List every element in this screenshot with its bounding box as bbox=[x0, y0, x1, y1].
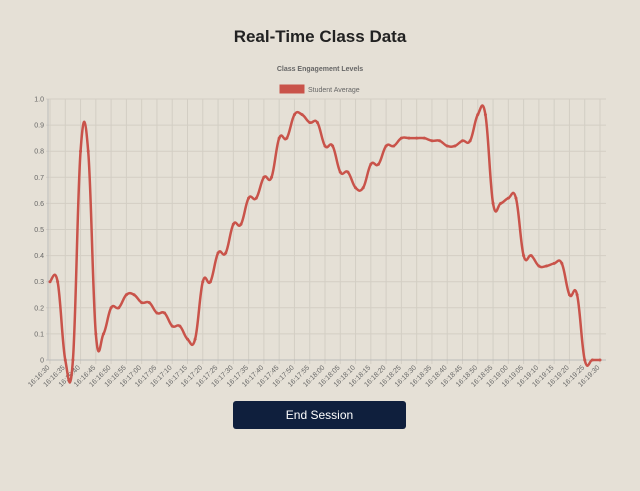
y-tick-label: 0.8 bbox=[34, 149, 44, 156]
point bbox=[308, 120, 312, 124]
y-tick-label: 1.0 bbox=[34, 97, 44, 104]
point bbox=[575, 293, 579, 297]
point bbox=[590, 358, 594, 362]
point bbox=[346, 170, 350, 174]
point bbox=[101, 332, 105, 336]
point bbox=[231, 222, 235, 226]
point bbox=[560, 261, 564, 265]
point bbox=[399, 136, 403, 140]
y-tick-label: 0.1 bbox=[34, 331, 44, 338]
point bbox=[270, 175, 274, 179]
point bbox=[361, 186, 365, 190]
point bbox=[71, 358, 75, 362]
point bbox=[514, 196, 518, 200]
point bbox=[208, 280, 212, 284]
point bbox=[300, 113, 304, 117]
point bbox=[491, 201, 495, 205]
point bbox=[147, 301, 151, 305]
point bbox=[522, 254, 526, 258]
point bbox=[529, 254, 533, 258]
y-tick-label: 0.7 bbox=[34, 175, 44, 182]
point bbox=[415, 136, 419, 140]
point bbox=[262, 175, 266, 179]
point bbox=[124, 293, 128, 297]
point bbox=[499, 201, 503, 205]
point bbox=[384, 144, 388, 148]
point bbox=[170, 324, 174, 328]
point bbox=[216, 251, 220, 255]
point bbox=[132, 293, 136, 297]
point bbox=[506, 196, 510, 200]
point bbox=[567, 293, 571, 297]
point bbox=[552, 261, 556, 265]
chart: Class Engagement Levels 0 0.1 0.2 0.3 0.4 0.5… bbox=[27, 66, 606, 389]
point bbox=[376, 162, 380, 166]
y-tick-label: 0.6 bbox=[34, 201, 44, 208]
point bbox=[583, 358, 587, 362]
point bbox=[285, 136, 289, 140]
point bbox=[109, 306, 113, 310]
point bbox=[461, 139, 464, 143]
point bbox=[338, 170, 342, 174]
legend-swatch bbox=[279, 84, 305, 94]
point bbox=[239, 222, 243, 226]
point bbox=[86, 149, 90, 153]
point bbox=[438, 139, 442, 143]
point bbox=[155, 311, 159, 315]
point bbox=[445, 144, 449, 148]
point bbox=[545, 264, 549, 268]
y-tick-label: 0.3 bbox=[34, 279, 44, 286]
point bbox=[453, 144, 457, 148]
point bbox=[331, 144, 335, 148]
line-series bbox=[48, 104, 600, 384]
point bbox=[430, 139, 434, 143]
point bbox=[323, 144, 327, 148]
point bbox=[483, 113, 487, 117]
legend-label: Student Average bbox=[308, 87, 360, 94]
y-tick-label: 0 bbox=[40, 358, 44, 365]
point bbox=[48, 280, 52, 284]
end-session-button[interactable]: End Session bbox=[233, 401, 406, 429]
point bbox=[79, 149, 83, 153]
point bbox=[254, 196, 258, 200]
point bbox=[407, 136, 411, 140]
y-tick-label: 0.9 bbox=[34, 123, 44, 130]
point bbox=[163, 311, 167, 315]
point bbox=[247, 196, 251, 200]
point bbox=[476, 113, 480, 117]
point bbox=[369, 162, 373, 166]
point bbox=[193, 337, 197, 341]
point bbox=[140, 301, 144, 305]
point bbox=[537, 264, 541, 268]
point bbox=[178, 324, 182, 328]
point bbox=[201, 280, 205, 284]
point bbox=[422, 136, 426, 140]
y-tick-label: 0.5 bbox=[34, 227, 44, 234]
point bbox=[117, 306, 121, 310]
y-tick-label: 0.2 bbox=[34, 305, 44, 312]
point bbox=[354, 186, 358, 190]
point bbox=[392, 144, 396, 148]
point bbox=[63, 358, 67, 362]
point bbox=[468, 139, 472, 143]
y-tick-label: 0.4 bbox=[34, 253, 44, 260]
point bbox=[186, 337, 189, 341]
point bbox=[292, 113, 296, 117]
point bbox=[315, 120, 319, 124]
point bbox=[598, 358, 602, 362]
point bbox=[224, 251, 228, 255]
point bbox=[94, 332, 98, 336]
page-title: Real-Time Class Data bbox=[233, 27, 407, 46]
chart-title: Class Engagement Levels bbox=[277, 66, 363, 73]
point bbox=[277, 136, 281, 140]
point bbox=[56, 280, 60, 284]
